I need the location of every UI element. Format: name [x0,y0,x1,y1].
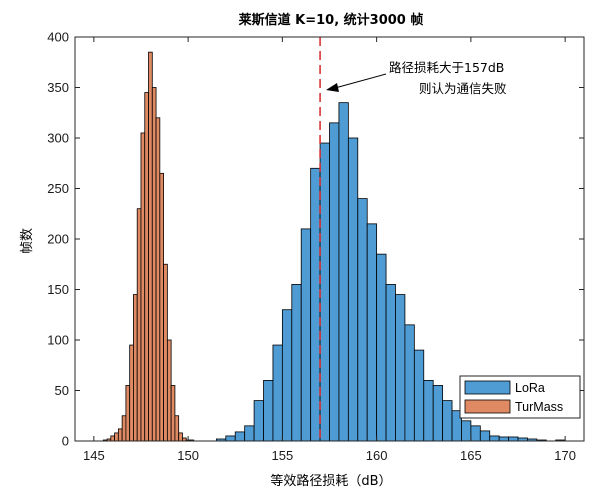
histogram-bar-turmass [117,428,123,442]
histogram-bar-turmass [174,415,180,442]
x-tick-label: 150 [177,448,199,463]
histogram-bar-lora [366,223,378,442]
histogram-bar-lora [479,430,491,442]
histogram-bar-lora [347,137,359,442]
histogram-bar-lora [385,284,396,442]
y-tick-label: 250 [47,181,69,196]
histogram-bar-lora [413,349,425,442]
histogram-bar-turmass [136,208,142,442]
legend-label-turmass: TurMass [515,400,563,414]
annotation-arrow [326,73,387,92]
y-tick-label: 50 [55,383,69,398]
histogram-bar-lora [291,284,302,442]
histogram-bar-lora [489,435,500,442]
histogram-bar-turmass [121,415,127,442]
legend-swatch-turmass [464,399,511,414]
histogram-bar-lora [225,435,236,442]
y-tick-label: 0 [62,434,69,449]
x-tick-label: 155 [272,448,294,463]
histogram-bar-turmass [178,432,183,442]
histogram-bar-lora [423,379,434,442]
histogram-bar-turmass [129,344,134,442]
y-tick-label: 100 [47,333,69,348]
annotation-line-1: 路径损耗大于157dB [389,60,504,75]
chart-title: 莱斯信道 K=10, 统计3000 帧 [239,12,424,28]
histogram-bar-lora [404,324,415,442]
histogram-bar-lora [272,344,283,442]
histogram-bar-lora [263,379,274,442]
histogram-bar-lora [253,400,264,442]
histogram-bar-lora [329,122,340,442]
x-tick-label: 160 [366,448,388,463]
y-tick-label: 150 [47,282,69,297]
x-tick-label: 145 [83,448,105,463]
histogram-bar-lora [395,294,406,442]
y-tick-label: 350 [47,80,69,95]
y-tick-label: 300 [47,131,69,146]
histogram-bar-lora [319,142,330,442]
histogram-bar-turmass [125,385,131,442]
histogram-bar-turmass [163,263,168,442]
histogram-bar-lora [281,309,293,442]
histogram-bar-turmass [144,92,149,442]
histogram-bar-lora [338,102,349,442]
y-axis-ticks: 0 50 100 150 200 250 300 350 400 [47,30,584,449]
histogram-bar-lora [498,436,510,442]
histogram-bar-turmass [114,432,119,442]
histogram-bar-turmass [140,132,146,442]
histogram-bar-turmass [151,87,157,442]
histogram-bar-lora [442,400,453,442]
y-axis-label: 帧数 [20,228,35,254]
histogram-bar-turmass [148,51,153,442]
x-axis-label: 等效路径损耗（dB） [270,473,391,489]
histogram-bar-turmass [170,385,176,442]
legend-swatch-lora [464,380,511,395]
legend: LoRa TurMass [459,375,581,419]
y-tick-label: 400 [47,30,69,45]
x-tick-label: 165 [460,448,482,463]
histogram-bar-lora [310,167,321,442]
legend-label-lora: LoRa [515,381,545,395]
histogram-bar-lora [300,228,312,442]
histogram-bar-lora [470,425,481,442]
histogram-bar-lora [234,431,246,442]
histogram-bar-lora [357,198,368,442]
histogram-bar-turmass [166,339,172,442]
histogram-bar-turmass [159,172,165,442]
histogram-bar-lora [508,436,519,442]
histogram-bar-lora [376,253,387,442]
y-tick-label: 200 [47,232,69,247]
x-tick-label: 170 [554,448,576,463]
histogram-bar-lora [244,425,255,442]
annotation-line-2: 则认为通信失败 [419,81,507,96]
histogram-bar-turmass [110,435,115,442]
histogram-bar-lora [432,385,444,442]
x-axis-ticks: 145 150 155 160 165 170 [83,37,576,463]
histogram-bar-turmass [133,294,138,442]
histogram-bar-lora [461,420,472,442]
histogram-bar-turmass [155,117,161,442]
